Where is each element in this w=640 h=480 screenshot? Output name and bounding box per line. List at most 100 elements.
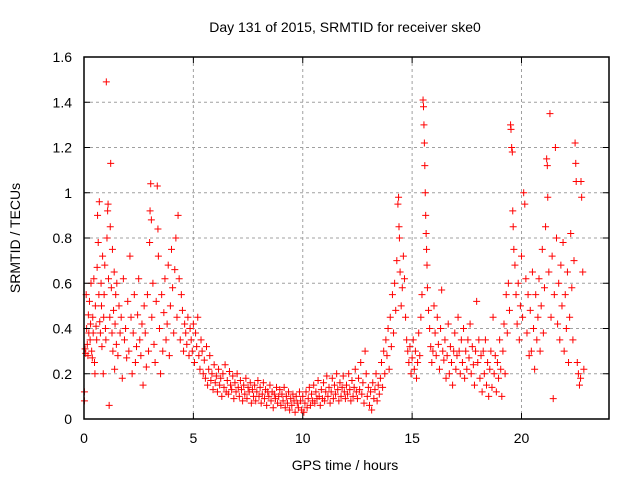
data-point [534, 313, 542, 321]
data-point [227, 381, 235, 389]
data-point [325, 383, 333, 391]
data-point [437, 325, 445, 332]
data-point [120, 336, 128, 344]
data-point [341, 395, 349, 403]
data-point [154, 252, 162, 260]
data-point [551, 144, 559, 151]
data-point [568, 284, 576, 292]
data-point [402, 313, 410, 321]
data-point [351, 365, 359, 373]
data-point [306, 401, 314, 409]
data-point [356, 386, 364, 394]
data-point [524, 291, 532, 299]
data-point [96, 318, 104, 326]
data-point [337, 392, 345, 400]
data-point [127, 313, 135, 321]
data-point [414, 358, 422, 366]
grid-lines [84, 57, 609, 419]
data-point [500, 320, 508, 328]
data-point [169, 284, 177, 292]
data-point [423, 261, 431, 269]
data-point [177, 291, 185, 299]
data-point [525, 352, 533, 360]
data-point [419, 96, 427, 104]
data-point [297, 397, 305, 405]
data-point [508, 148, 516, 156]
data-point [421, 162, 429, 170]
data-point [559, 239, 567, 247]
data-point [159, 347, 167, 355]
data-point [570, 257, 578, 265]
data-point [160, 309, 168, 317]
data-point [257, 399, 265, 407]
data-point [397, 302, 405, 310]
data-point [561, 291, 569, 299]
data-point [333, 370, 341, 378]
data-point [433, 313, 441, 321]
data-point [110, 268, 118, 276]
data-point [96, 329, 104, 337]
data-point [238, 386, 245, 394]
data-point [503, 329, 511, 337]
data-point [425, 306, 433, 314]
data-point [558, 302, 566, 310]
data-point [565, 358, 573, 366]
data-point [553, 234, 560, 242]
data-point [178, 306, 186, 314]
data-point [393, 257, 401, 265]
data-point [518, 252, 525, 260]
data-point [388, 291, 396, 299]
data-point [215, 365, 223, 373]
data-point [485, 392, 493, 400]
data-point [569, 336, 577, 344]
x-tick-label: 0 [80, 430, 88, 446]
data-point [175, 275, 183, 283]
data-point [435, 365, 443, 373]
data-point [224, 390, 232, 398]
data-point [519, 313, 527, 321]
data-point [456, 370, 464, 378]
data-point [379, 383, 387, 391]
data-point [335, 397, 343, 405]
y-tick-labels: 0 0.2 0.4 0.6 0.8 1 1.2 1.4 1.6 [53, 49, 73, 427]
data-point [88, 347, 96, 355]
y-tick-label: 0.2 [53, 366, 73, 382]
data-point [359, 379, 367, 387]
data-point [119, 275, 127, 283]
data-point [211, 379, 219, 387]
data-point [212, 372, 220, 380]
data-point [316, 401, 324, 409]
data-point [126, 252, 134, 260]
data-point [312, 388, 320, 396]
data-point [418, 291, 426, 299]
data-point [122, 325, 130, 332]
data-point [548, 252, 556, 260]
y-tick-label: 0.6 [53, 275, 73, 291]
data-point [223, 377, 231, 385]
data-point [162, 336, 170, 344]
data-point [107, 284, 115, 292]
data-point [492, 388, 500, 396]
data-point [543, 162, 551, 170]
data-point [378, 358, 385, 366]
data-point [567, 229, 575, 237]
data-point [285, 388, 293, 396]
data-point [577, 374, 585, 382]
data-point [134, 311, 142, 319]
data-point [539, 329, 547, 337]
data-point [198, 347, 206, 355]
data-point [253, 388, 261, 396]
data-point [112, 291, 120, 299]
data-point [206, 352, 214, 360]
data-point [84, 311, 92, 319]
data-point [454, 313, 462, 321]
data-point [131, 358, 139, 366]
data-point [197, 336, 205, 344]
data-point [154, 225, 162, 233]
data-point [190, 358, 198, 366]
data-point [221, 361, 229, 369]
data-point [580, 365, 588, 373]
data-point [104, 207, 112, 215]
data-point [545, 268, 553, 276]
data-point [530, 325, 538, 332]
